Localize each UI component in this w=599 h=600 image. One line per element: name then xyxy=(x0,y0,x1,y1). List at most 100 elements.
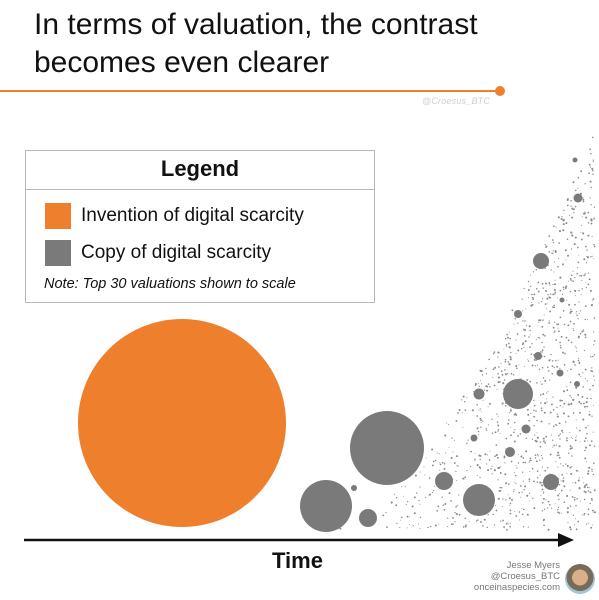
dust-speck xyxy=(489,402,491,405)
dust-speck xyxy=(418,500,420,502)
dust-speck xyxy=(572,181,575,184)
dust-speck xyxy=(580,274,583,277)
dust-speck xyxy=(483,389,486,391)
dust-speck xyxy=(552,306,554,308)
dust-speck xyxy=(396,522,398,525)
dust-speck xyxy=(497,429,499,431)
dust-speck xyxy=(574,277,576,279)
dust-speck xyxy=(556,323,558,325)
dust-speck xyxy=(569,466,572,469)
dust-speck xyxy=(581,514,583,516)
dust-speck xyxy=(486,526,488,529)
dust-speck xyxy=(519,485,522,487)
dust-speck xyxy=(416,492,418,494)
dust-speck xyxy=(448,492,451,495)
dust-speck xyxy=(562,286,565,289)
dust-speck xyxy=(530,459,532,462)
avatar xyxy=(565,564,595,594)
dust-speck xyxy=(559,289,562,292)
dust-speck xyxy=(580,293,582,295)
dust-speck xyxy=(570,200,572,202)
dust-speck xyxy=(515,515,518,517)
legend: Legend Invention of digital scarcity Cop… xyxy=(25,150,375,303)
dust-speck xyxy=(533,409,535,412)
dust-speck xyxy=(548,322,551,324)
author-site: onceinaspecies.com xyxy=(473,582,560,593)
dust-speck xyxy=(575,504,577,507)
dust-speck xyxy=(514,481,516,483)
dust-speck xyxy=(566,440,568,442)
dust-speck xyxy=(574,295,576,297)
dust-speck xyxy=(508,331,510,333)
dust-speck xyxy=(548,320,550,322)
dust-speck xyxy=(578,400,581,404)
dust-speck xyxy=(583,498,586,501)
dust-speck xyxy=(497,479,499,481)
dust-speck xyxy=(592,258,594,260)
dust-speck xyxy=(541,341,543,344)
dust-speck xyxy=(584,437,587,440)
invention-circle xyxy=(78,319,286,527)
dust-speck xyxy=(580,376,582,378)
dust-speck xyxy=(480,383,483,385)
dust-speck xyxy=(590,219,593,222)
dust-speck xyxy=(437,505,440,508)
dust-speck xyxy=(504,462,506,464)
dust-speck xyxy=(558,483,561,486)
dust-speck xyxy=(470,466,472,468)
dust-speck xyxy=(583,486,586,489)
dust-speck xyxy=(504,369,506,371)
dust-speck xyxy=(494,504,496,506)
dust-speck xyxy=(531,343,533,345)
dust-speck xyxy=(560,463,562,465)
dust-speck xyxy=(574,518,577,520)
dust-speck xyxy=(529,334,531,336)
dust-speck xyxy=(462,426,464,428)
dust-speck xyxy=(431,491,434,494)
dust-speck xyxy=(499,486,501,489)
dust-speck xyxy=(540,381,542,383)
dust-speck xyxy=(454,511,456,514)
dust-speck xyxy=(593,243,595,246)
dust-speck xyxy=(558,445,561,448)
dust-speck xyxy=(517,454,519,456)
dust-speck xyxy=(401,486,403,488)
dust-speck xyxy=(400,516,403,519)
dust-speck xyxy=(583,490,586,493)
dust-speck xyxy=(561,512,563,514)
dust-speck xyxy=(589,148,591,151)
dust-speck xyxy=(553,304,555,307)
dust-speck xyxy=(566,238,569,241)
dust-speck xyxy=(514,428,516,431)
dust-speck xyxy=(454,521,456,523)
dust-speck xyxy=(431,464,434,467)
dust-speck xyxy=(536,470,539,472)
gray-swatch xyxy=(45,240,71,266)
dust-speck xyxy=(547,528,550,531)
dust-speck xyxy=(531,303,534,306)
dust-speck xyxy=(505,373,507,376)
dust-speck xyxy=(494,431,497,434)
dust-speck xyxy=(534,457,537,459)
dust-speck xyxy=(568,214,570,217)
dust-speck xyxy=(500,520,502,522)
dust-speck xyxy=(557,327,559,329)
dust-speck xyxy=(477,434,480,436)
dust-speck xyxy=(533,415,536,418)
dust-speck xyxy=(559,276,562,279)
dust-speck xyxy=(592,298,595,300)
dust-speck xyxy=(575,347,577,349)
dust-speck xyxy=(535,339,537,341)
dust-speck xyxy=(522,526,525,528)
dust-speck xyxy=(573,211,575,214)
dust-speck xyxy=(562,406,564,408)
dust-speck xyxy=(542,437,545,440)
dust-speck xyxy=(584,377,587,379)
dust-speck xyxy=(557,323,560,326)
dust-speck xyxy=(539,445,542,448)
dust-speck xyxy=(587,522,589,524)
dust-speck xyxy=(541,349,544,352)
dust-speck xyxy=(544,244,546,246)
dust-speck xyxy=(497,381,500,384)
dust-speck xyxy=(382,514,385,517)
